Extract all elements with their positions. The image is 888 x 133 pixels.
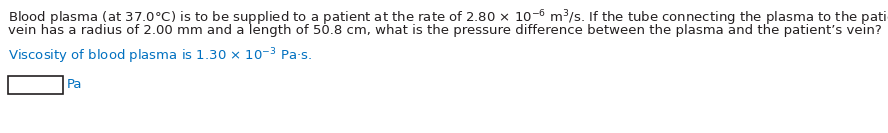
Text: Viscosity of blood plasma is 1.30 × 10$^{-3}$ Pa·s.: Viscosity of blood plasma is 1.30 × 10$^… (8, 46, 313, 66)
Text: Blood plasma (at 37.0°C) is to be supplied to a patient at the rate of 2.80 × 10: Blood plasma (at 37.0°C) is to be suppli… (8, 8, 888, 28)
Bar (8, 76, 63, 94)
Text: vein has a radius of 2.00 mm and a length of 50.8 cm, what is the pressure diffe: vein has a radius of 2.00 mm and a lengt… (8, 24, 882, 37)
Text: Pa: Pa (67, 78, 83, 92)
